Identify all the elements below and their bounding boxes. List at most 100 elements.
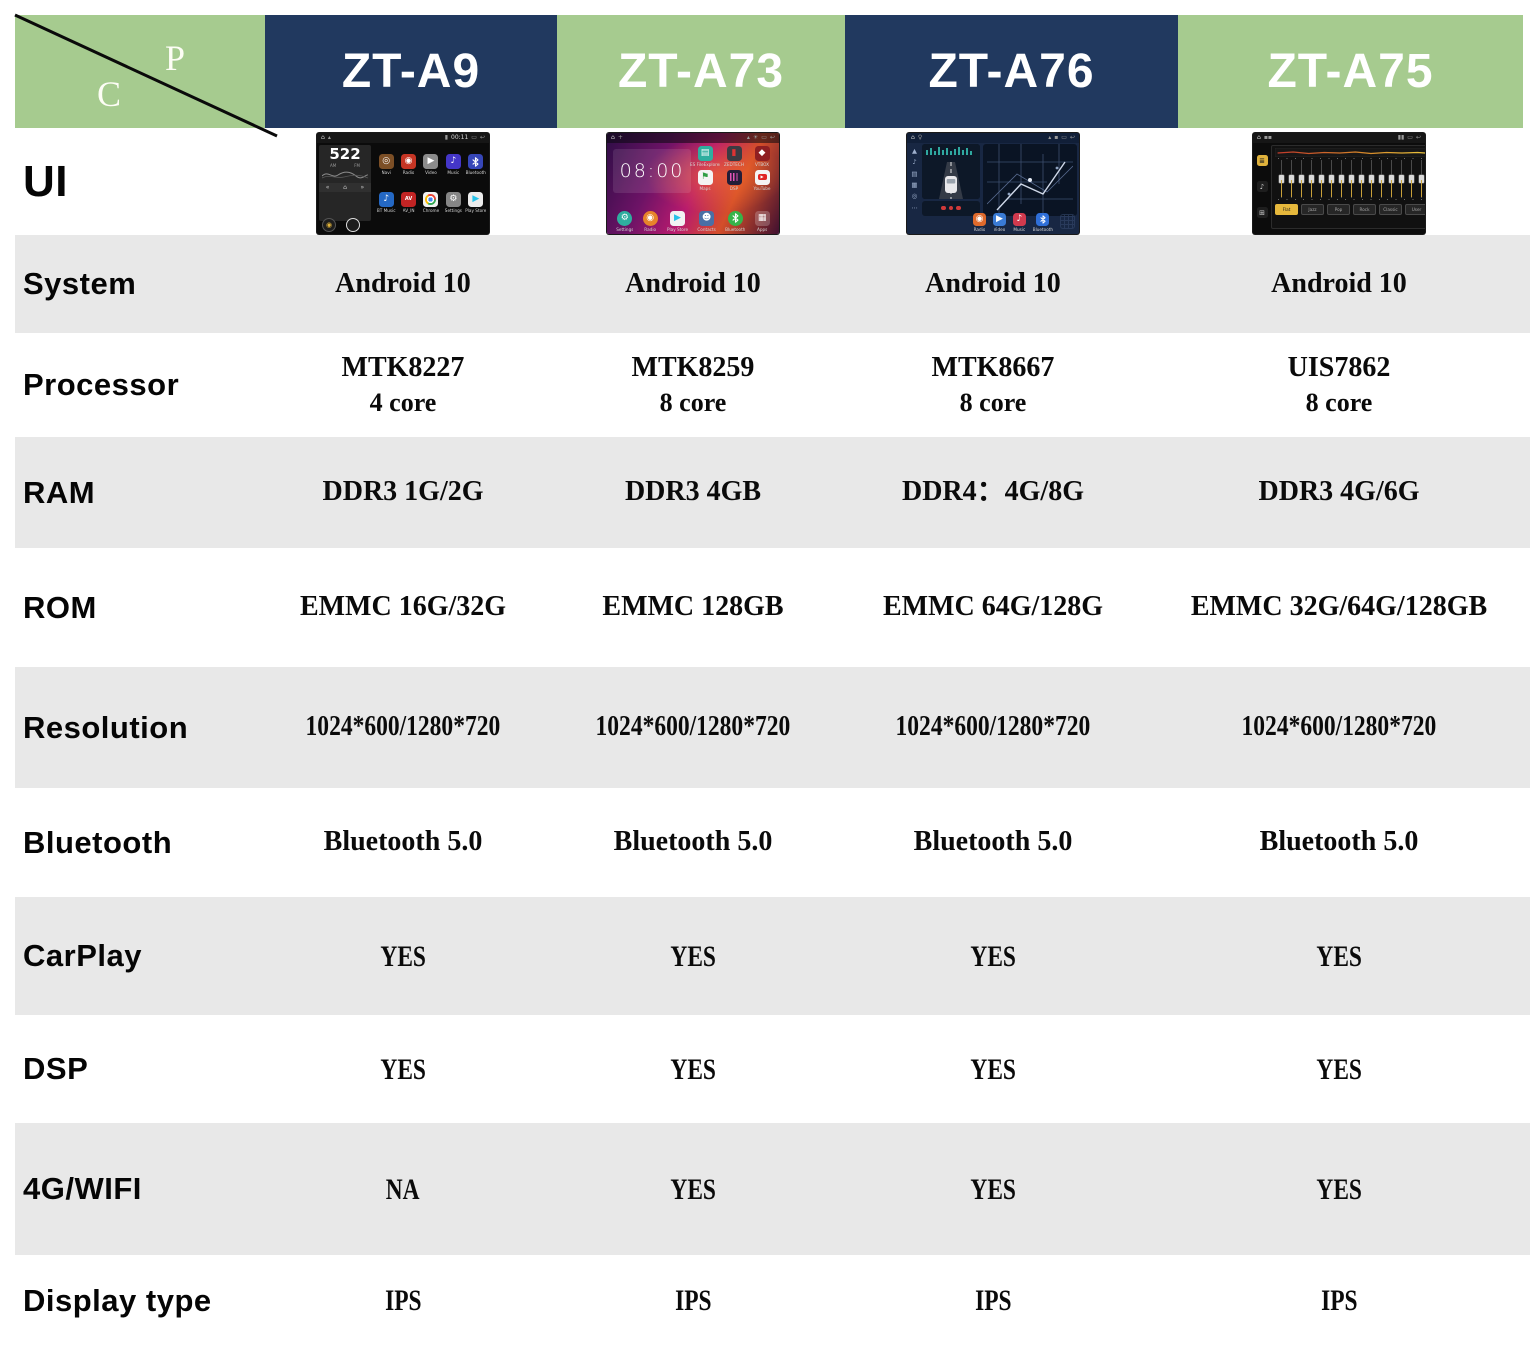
eq-slider[interactable] [1378, 159, 1385, 198]
play-store-app-icon[interactable]: ▶ Play Store [666, 210, 689, 232]
brightness-icon[interactable]: ☀ [752, 134, 759, 141]
eq-slider[interactable] [1368, 159, 1375, 198]
app-grid: ◎ Navi ◉ Radio ▶ Video ♪ Music Bluetooth ♪ BT… [373, 144, 489, 222]
av-in-app-icon[interactable]: AV AV_IN [397, 184, 419, 221]
ui-preview-zt-a9: ⌂ ▴ ▮ 00:11 ▭ ↩ 522 AM FM «⌂» [317, 132, 489, 234]
spec-value: YES [1316, 939, 1362, 973]
map-panel[interactable] [983, 143, 1077, 216]
side-nav-rail[interactable]: ▲ ♪ ▤ ▦ ◎ ⋯ [907, 144, 922, 216]
radio-app-icon[interactable]: ◉ Radio [401, 154, 417, 176]
steering-wheel-button[interactable]: ◉ [322, 217, 336, 232]
recents-icon[interactable]: ▭ [1061, 134, 1067, 141]
row-label-ui: UI [23, 156, 68, 206]
bt-music-app-icon[interactable]: ♪ BT Music [376, 191, 396, 213]
video-app-icon[interactable]: ▶ Video [423, 154, 439, 176]
spec-value: IPS [1320, 1284, 1358, 1317]
bluetooth-app-icon[interactable]: Bluetooth [465, 147, 487, 184]
preset-flat-button[interactable]: Flat [1275, 203, 1298, 215]
clock-widget[interactable]: 08:00 [613, 148, 691, 193]
corner-label-p: P [165, 38, 186, 78]
recents-icon[interactable]: ▭ [471, 134, 477, 141]
effects-tab-icon[interactable]: ♪ [1256, 181, 1268, 192]
equalizer-tab-icon[interactable]: ≣ [1256, 155, 1268, 166]
settings-app-icon[interactable]: ⚙ Settings [616, 210, 634, 232]
home-icon[interactable]: ⌂ [611, 134, 615, 141]
play-store-app-icon[interactable]: ▶ Play Store [465, 191, 487, 213]
radio-widget[interactable]: 522 AM FM « ⌂ » [319, 144, 371, 221]
youtube-app-icon[interactable]: ▶ YouTube [748, 169, 776, 191]
spec-value: 1024*600/1280*720 [1241, 711, 1437, 743]
equalizer-panel: Flat Jazz Pop Rock Classic User [1271, 144, 1425, 229]
more-icon: ⋯ [911, 203, 918, 212]
music-app-icon[interactable]: ♪ Music [1012, 212, 1026, 232]
spec-row-dsp: DSP YES YES YES YES [15, 1015, 1530, 1123]
home-icon[interactable]: ⌂ [911, 134, 915, 141]
bluetooth-app-icon[interactable]: Bluetooth [1033, 212, 1053, 232]
vtbox-app-icon[interactable]: ◆ VTBOX [754, 145, 770, 167]
back-icon[interactable]: ↩ [769, 134, 775, 141]
contacts-app-icon[interactable]: ☻ Contacts [697, 210, 716, 232]
preset-user-button[interactable]: User [1405, 203, 1425, 215]
music-app-icon[interactable]: ♪ Music [445, 154, 461, 176]
app-grid-ghost-icon[interactable] [1059, 213, 1075, 229]
voice-icon[interactable]: ♀ [917, 134, 923, 141]
back-icon[interactable]: ↩ [1415, 134, 1421, 141]
eq-slider[interactable] [1398, 159, 1405, 198]
spec-value: YES [1316, 1172, 1362, 1206]
preset-rock-button[interactable]: Rock [1353, 203, 1376, 215]
eq-slider[interactable] [1308, 159, 1315, 198]
car-icon: ⌂ [343, 183, 347, 191]
home-icon[interactable]: ⌂ [1257, 134, 1261, 141]
eq-slider[interactable] [1348, 159, 1355, 198]
radio-controls[interactable]: « ⌂ » [319, 182, 371, 192]
apps-drawer-icon[interactable]: ▦ Apps [754, 210, 770, 232]
spec-value: EMMC 16G/32G [299, 591, 507, 623]
file-explorer-app-icon[interactable]: ▤ ES FileExplorer [690, 145, 720, 167]
settings-app-icon[interactable]: ⚙ Settings [444, 191, 462, 213]
spec-row-display-type: Display type IPS IPS IPS IPS [15, 1255, 1530, 1346]
eq-slider[interactable] [1408, 159, 1415, 198]
eq-slider[interactable] [1338, 159, 1345, 198]
next-icon: » [360, 183, 365, 191]
home-icon[interactable]: ⌂ [321, 134, 325, 141]
spec-value: Bluetooth 5.0 [323, 826, 483, 858]
eq-slider[interactable] [1288, 159, 1295, 198]
quick-buttons: ◉ [322, 217, 360, 232]
back-icon[interactable]: ↩ [479, 134, 485, 141]
back-icon[interactable]: ↩ [1069, 134, 1075, 141]
row-label: System [23, 266, 137, 301]
chrome-app-icon[interactable]: Chrome [420, 184, 442, 221]
eq-slider[interactable] [1418, 159, 1425, 198]
driving-camera-panel[interactable] [922, 143, 980, 199]
video-app-icon[interactable]: ▶ Video [992, 212, 1006, 232]
navi-app-icon[interactable]: ◎ Navi [375, 147, 397, 184]
maps-app-icon[interactable]: ⚑ Maps [697, 169, 713, 191]
plus-icon[interactable]: + [617, 134, 623, 141]
column-header-zt-a76: ZT-A76 [845, 15, 1178, 128]
recents-icon[interactable]: ▭ [1407, 134, 1413, 141]
eq-slider[interactable] [1278, 159, 1285, 198]
recents-icon[interactable]: ▭ [761, 134, 767, 141]
eq-slider[interactable] [1358, 159, 1365, 198]
dsp-app-icon[interactable]: DSP [720, 169, 748, 191]
bluetooth-app-icon[interactable]: Bluetooth [725, 210, 745, 232]
row-label: CarPlay [23, 938, 142, 973]
row-label: 4G/WIFI [23, 1171, 142, 1206]
eq-slider[interactable] [1298, 159, 1305, 198]
spec-value: EMMC 32G/64G/128GB [1190, 591, 1488, 623]
zedtech-app-icon[interactable]: ▮ ZEDTECH [723, 145, 744, 167]
bt-status-icon: ▪▪ [1263, 134, 1272, 141]
preset-pop-button[interactable]: Pop [1327, 203, 1350, 215]
eq-slider[interactable] [1328, 159, 1335, 198]
eq-slider[interactable] [1318, 159, 1325, 198]
eq-slider[interactable] [1388, 159, 1395, 198]
expand-tab-icon[interactable]: ⊞ [1256, 207, 1268, 218]
dvd-knob-button[interactable] [346, 217, 360, 232]
preset-classic-button[interactable]: Classic [1379, 203, 1402, 215]
spec-row-ram: RAM DDR3 1G/2G DDR3 4GB DDR4：4G/8G DDR3 … [15, 437, 1530, 548]
preset-jazz-button[interactable]: Jazz [1301, 203, 1324, 215]
radio-app-icon[interactable]: ◉ Radio [973, 212, 986, 232]
row-label: Processor [23, 367, 180, 402]
spec-value: MTK8227 4 core [341, 351, 465, 418]
radio-app-icon[interactable]: ◉ Radio [642, 210, 658, 232]
